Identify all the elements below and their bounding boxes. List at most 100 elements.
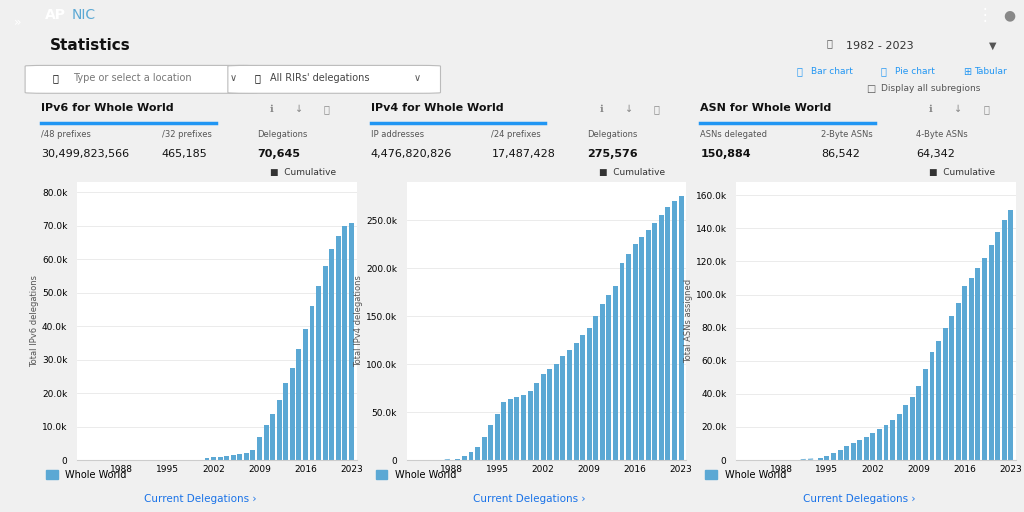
Text: 70,645: 70,645 — [257, 148, 300, 159]
Text: ℹ: ℹ — [599, 104, 603, 114]
Bar — [323, 266, 328, 460]
Bar — [554, 364, 559, 460]
Text: NIC: NIC — [72, 8, 95, 22]
Bar — [349, 223, 354, 460]
Bar — [818, 458, 823, 460]
Text: □: □ — [865, 83, 876, 94]
Text: Tabular: Tabular — [975, 67, 1008, 76]
Text: 📊: 📊 — [797, 67, 803, 76]
Bar — [342, 226, 347, 460]
Bar — [475, 446, 480, 460]
Text: Current Delegations ›: Current Delegations › — [803, 494, 915, 504]
Bar — [976, 268, 980, 460]
Text: 📅: 📅 — [826, 38, 833, 48]
Text: 1982 - 2023: 1982 - 2023 — [846, 41, 913, 51]
Bar — [284, 383, 288, 460]
Text: »: » — [13, 15, 22, 28]
Y-axis label: Total ASNs assigned: Total ASNs assigned — [684, 279, 692, 363]
Bar — [909, 397, 914, 460]
Text: Type or select a location: Type or select a location — [73, 73, 191, 83]
Text: ▼: ▼ — [989, 41, 997, 51]
Text: ■  Cumulative: ■ Cumulative — [929, 167, 995, 177]
Text: Display all subregions: Display all subregions — [881, 84, 980, 93]
Bar — [230, 455, 236, 460]
Bar — [238, 454, 243, 460]
Text: ASN for Whole World: ASN for Whole World — [700, 103, 831, 113]
Text: Bar chart: Bar chart — [811, 67, 853, 76]
Text: ⊞: ⊞ — [963, 67, 971, 76]
Bar — [1009, 210, 1013, 460]
FancyBboxPatch shape — [228, 66, 440, 93]
Bar — [573, 343, 579, 460]
Bar — [495, 414, 500, 460]
Text: 2-Byte ASNs: 2-Byte ASNs — [821, 130, 872, 139]
Text: ⋮: ⋮ — [976, 6, 992, 24]
Text: IPv6 for Whole World: IPv6 for Whole World — [41, 103, 174, 113]
Bar — [844, 446, 849, 460]
Text: /48 prefixes: /48 prefixes — [41, 130, 91, 139]
Text: ■  Cumulative: ■ Cumulative — [269, 167, 336, 177]
Legend: Whole World: Whole World — [706, 470, 786, 480]
Bar — [626, 254, 631, 460]
Bar — [864, 437, 868, 460]
Text: ↓: ↓ — [954, 104, 963, 114]
Bar — [218, 457, 222, 460]
Bar — [527, 391, 532, 460]
Text: 4-Byte ASNs: 4-Byte ASNs — [916, 130, 968, 139]
Text: Pie chart: Pie chart — [895, 67, 935, 76]
Bar — [857, 440, 862, 460]
Bar — [211, 457, 216, 460]
Text: ⛶: ⛶ — [653, 104, 659, 114]
Bar — [224, 456, 229, 460]
Bar — [646, 230, 650, 460]
Bar — [884, 425, 889, 460]
Bar — [943, 328, 947, 460]
Bar — [679, 196, 684, 460]
Text: /32 prefixes: /32 prefixes — [162, 130, 212, 139]
Bar — [244, 453, 249, 460]
Bar — [1001, 220, 1007, 460]
Y-axis label: Total IPv6 delegations: Total IPv6 delegations — [30, 275, 39, 367]
Bar — [581, 335, 585, 460]
Text: ↓: ↓ — [295, 104, 303, 114]
Text: 150,884: 150,884 — [700, 148, 751, 159]
Bar — [541, 374, 546, 460]
Bar — [969, 278, 974, 460]
Bar — [633, 244, 638, 460]
FancyBboxPatch shape — [26, 66, 257, 93]
Bar — [521, 395, 526, 460]
Text: Delegations: Delegations — [587, 130, 637, 139]
Bar — [923, 369, 928, 460]
Bar — [877, 429, 882, 460]
Bar — [593, 316, 598, 460]
Text: 86,542: 86,542 — [821, 148, 860, 159]
Bar — [949, 316, 954, 460]
Bar — [270, 414, 275, 460]
Text: 🥧: 🥧 — [881, 67, 887, 76]
Bar — [469, 452, 473, 460]
Bar — [600, 304, 605, 460]
Bar — [903, 406, 908, 460]
Bar — [330, 249, 334, 460]
Text: ⛶: ⛶ — [324, 104, 330, 114]
Bar — [824, 456, 829, 460]
Bar — [296, 350, 301, 460]
Text: 🌐: 🌐 — [255, 73, 260, 83]
Text: 275,576: 275,576 — [587, 148, 637, 159]
Text: All RIRs' delegations: All RIRs' delegations — [270, 73, 370, 83]
Text: ASNs delegated: ASNs delegated — [700, 130, 767, 139]
Bar — [481, 437, 486, 460]
Text: ↓: ↓ — [625, 104, 633, 114]
Text: Current Delegations ›: Current Delegations › — [143, 494, 256, 504]
Text: 30,499,823,566: 30,499,823,566 — [41, 148, 129, 159]
Bar — [309, 306, 314, 460]
Text: 4,476,820,826: 4,476,820,826 — [371, 148, 452, 159]
Bar — [916, 386, 922, 460]
Bar — [897, 414, 901, 460]
Bar — [316, 286, 322, 460]
Bar — [547, 369, 552, 460]
Bar — [560, 356, 565, 460]
Bar — [508, 399, 513, 460]
Bar — [290, 368, 295, 460]
Text: Statistics: Statistics — [50, 38, 131, 53]
